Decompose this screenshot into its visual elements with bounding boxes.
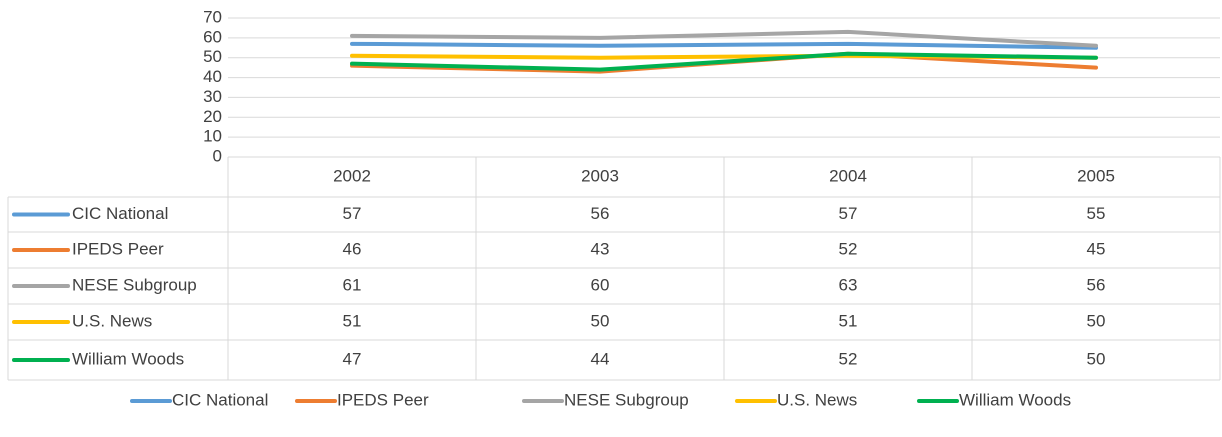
y-tick-label: 70	[203, 7, 222, 26]
row-label: CIC National	[72, 204, 168, 223]
row-label: U.S. News	[72, 311, 152, 330]
table-value: 47	[343, 349, 362, 368]
table-value: 46	[343, 239, 362, 258]
x-tick-label: 2005	[1077, 166, 1115, 185]
table-value: 57	[343, 204, 362, 223]
y-tick-label: 30	[203, 87, 222, 106]
row-label: IPEDS Peer	[72, 239, 164, 258]
y-tick-label: 60	[203, 27, 222, 46]
table-value: 43	[591, 239, 610, 258]
series-line	[350, 41, 1098, 50]
legend-label: NESE Subgroup	[564, 390, 689, 409]
table-value: 52	[839, 239, 858, 258]
table-value: 63	[839, 275, 858, 294]
y-tick-label: 50	[203, 47, 222, 66]
row-label: William Woods	[72, 349, 184, 368]
table-value: 61	[343, 275, 362, 294]
table-value: 55	[1087, 204, 1106, 223]
table-value: 50	[591, 311, 610, 330]
series-line	[350, 51, 1098, 72]
x-tick-label: 2004	[829, 166, 867, 185]
table-value: 45	[1087, 239, 1106, 258]
series-line	[350, 29, 1098, 48]
legend-label: CIC National	[172, 390, 268, 409]
table-value: 51	[839, 311, 858, 330]
legend-label: William Woods	[959, 390, 1071, 409]
y-tick-label: 20	[203, 107, 222, 126]
legend-label: IPEDS Peer	[337, 390, 429, 409]
table-value: 51	[343, 311, 362, 330]
x-tick-label: 2002	[333, 166, 371, 185]
y-tick-label: 0	[213, 146, 222, 165]
table-value: 56	[591, 204, 610, 223]
row-label: NESE Subgroup	[72, 275, 197, 294]
legend-label: U.S. News	[777, 390, 857, 409]
x-tick-label: 2003	[581, 166, 619, 185]
table-value: 60	[591, 275, 610, 294]
table-value: 52	[839, 349, 858, 368]
y-tick-label: 40	[203, 67, 222, 86]
table-value: 50	[1087, 311, 1106, 330]
table-value: 50	[1087, 349, 1106, 368]
table-value: 56	[1087, 275, 1106, 294]
y-tick-label: 10	[203, 127, 222, 146]
table-value: 57	[839, 204, 858, 223]
table-value: 44	[591, 349, 610, 368]
